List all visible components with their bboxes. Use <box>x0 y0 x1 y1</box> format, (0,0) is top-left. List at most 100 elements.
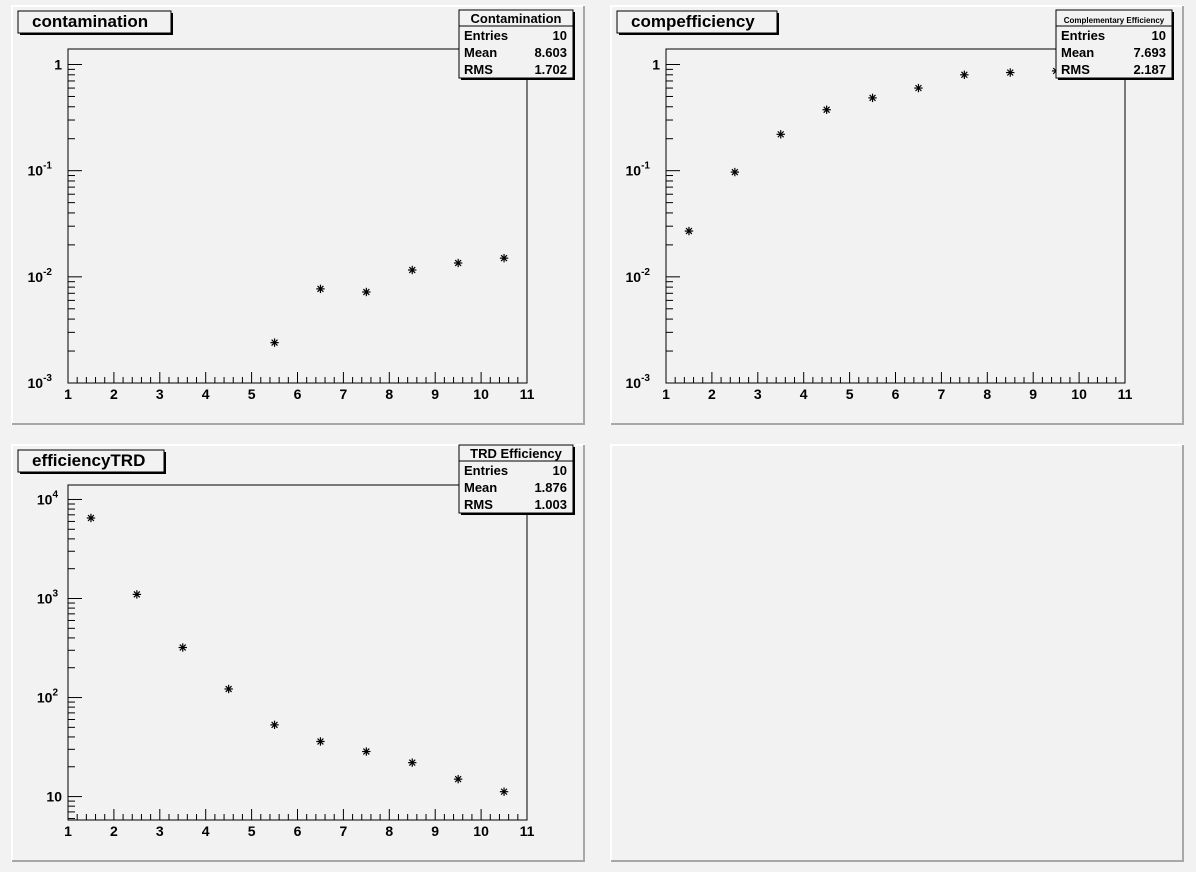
stats-title: TRD Efficiency <box>470 446 563 461</box>
data-point <box>914 83 923 93</box>
marker-stroke <box>362 748 370 755</box>
stats-value: 10 <box>553 28 567 43</box>
data-point <box>362 287 371 297</box>
x-tick-label: 4 <box>202 386 210 402</box>
x-tick-label: 5 <box>248 823 256 839</box>
marker-stroke <box>915 84 922 92</box>
data-point <box>270 720 279 730</box>
x-tick-label: 5 <box>248 386 256 402</box>
stats-value: 7.693 <box>1133 45 1166 60</box>
marker-stroke <box>271 721 278 729</box>
marker-stroke <box>869 94 876 102</box>
x-tick-label: 6 <box>892 386 900 402</box>
data-point <box>408 758 417 767</box>
marker-stroke <box>408 759 416 767</box>
x-tick-label: 2 <box>110 823 118 839</box>
data-point <box>960 70 969 80</box>
y-tick-label: 102 <box>37 688 59 706</box>
x-tick-label: 10 <box>473 823 489 839</box>
x-tick-label: 10 <box>473 386 489 402</box>
pad-4 <box>610 444 1184 862</box>
marker-stroke <box>271 339 278 347</box>
stats-label: Mean <box>464 45 497 60</box>
data-points <box>270 253 509 347</box>
x-tick-label: 5 <box>846 386 854 402</box>
y-tick-label: 10-3 <box>626 373 651 391</box>
marker-stroke <box>317 285 324 293</box>
marker-stroke <box>408 266 416 274</box>
stats-label: RMS <box>464 497 493 512</box>
stats-frame <box>458 9 574 79</box>
x-axis: 1 2 3 4 5 6 7 8 9 10 11 <box>662 372 1133 402</box>
x-tick-label: 1 <box>662 386 670 402</box>
stats-value: 8.603 <box>534 45 567 60</box>
x-tick-label: 1 <box>64 823 72 839</box>
stats-label: RMS <box>1061 62 1090 77</box>
stats-frame <box>458 444 574 514</box>
x-tick-label: 6 <box>294 386 302 402</box>
marker-stroke <box>1006 69 1014 76</box>
y-axis: 1 10-1 10-2 10-3 <box>28 57 82 391</box>
chart-title-box: efficiencyTRD <box>17 449 166 474</box>
y-tick-label: 1 <box>652 57 660 73</box>
data-point <box>270 338 279 347</box>
chart-compefficiency: 1 2 3 4 5 6 7 8 9 10 11110-110-210-3compefficiency… <box>616 9 1174 402</box>
data-point <box>730 167 740 177</box>
x-tick-label: 8 <box>385 386 393 402</box>
x-tick-label: 9 <box>431 386 439 402</box>
title-frame <box>17 449 165 473</box>
marker-stroke <box>960 71 968 79</box>
chart-title-box: contamination <box>17 10 173 35</box>
chart-title-box: compefficiency <box>616 10 779 35</box>
marker-stroke <box>500 788 508 796</box>
data-point <box>868 93 877 103</box>
x-tick-label: 7 <box>340 823 348 839</box>
stats-value: 10 <box>1152 28 1166 43</box>
pad-border <box>611 6 1184 425</box>
data-point <box>453 774 463 784</box>
x-axis: 1 2 3 4 5 6 7 8 9 10 11 <box>64 372 535 402</box>
pad-background <box>610 444 1184 862</box>
data-points <box>86 513 509 796</box>
marker-stroke <box>454 775 462 783</box>
stats-value: 1.702 <box>534 62 567 77</box>
x-tick-label: 8 <box>983 386 991 402</box>
x-tick-label: 7 <box>340 386 348 402</box>
stats-label: Entries <box>1061 28 1105 43</box>
x-tick-label: 3 <box>754 386 762 402</box>
marker-stroke <box>454 259 462 267</box>
stats-title: Complementary Efficiency <box>1064 16 1165 25</box>
x-tick-label: 6 <box>294 823 302 839</box>
title-frame <box>616 10 778 34</box>
chart-title: contamination <box>32 12 148 31</box>
data-point <box>499 253 509 263</box>
data-point <box>86 513 96 523</box>
data-point <box>132 590 142 599</box>
x-tick-label: 3 <box>156 823 164 839</box>
y-tick-label: 10-2 <box>28 267 53 285</box>
x-tick-label: 2 <box>110 386 118 402</box>
data-point <box>684 226 694 236</box>
y-tick-label: 103 <box>37 589 59 607</box>
stats-label: Entries <box>464 463 508 478</box>
stats-box: Complementary Efficiency Entries 10 Mean 7.6… <box>1055 9 1174 80</box>
stats-frame <box>1055 9 1173 79</box>
y-axis: 104 103 102 10 <box>37 489 82 820</box>
stats-label: Entries <box>464 28 508 43</box>
marker-stroke <box>225 685 233 693</box>
y-tick-label: 1 <box>54 57 62 73</box>
stats-value: 10 <box>553 463 567 478</box>
y-tick-label: 10 <box>46 789 62 805</box>
x-tick-label: 2 <box>708 386 716 402</box>
x-tick-label: 9 <box>431 823 439 839</box>
y-axis: 1 10-1 10-2 10-3 <box>626 57 680 391</box>
marker-stroke <box>685 227 693 235</box>
marker-stroke <box>179 644 187 651</box>
stats-value: 1.003 <box>534 497 567 512</box>
pad-border <box>611 445 1184 862</box>
data-point <box>776 130 785 139</box>
plot-frame <box>67 484 528 821</box>
marker-stroke <box>731 168 739 176</box>
pad-border <box>12 445 585 862</box>
